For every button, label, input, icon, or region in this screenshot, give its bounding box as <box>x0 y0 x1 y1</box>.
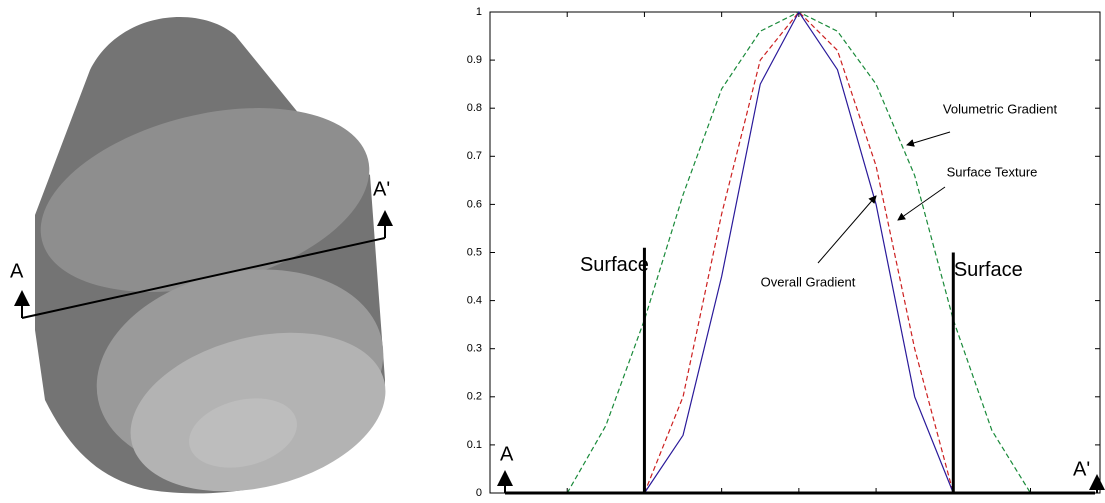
y-tick-label: 0.8 <box>467 102 482 114</box>
shape-spot <box>189 398 297 468</box>
annotation-arrow <box>897 186 946 221</box>
rendered-shape: A A' <box>10 17 393 494</box>
shape-cap <box>40 108 370 292</box>
annotation-arrow <box>906 131 951 147</box>
y-tick-label: 0.1 <box>467 439 482 451</box>
annotation: Volumetric Gradient <box>943 101 1058 116</box>
surface-label: Surface <box>580 254 649 276</box>
section-start-label: A <box>10 260 24 282</box>
section-start-label: A <box>500 443 514 465</box>
line-series <box>566 11 1032 494</box>
section-end-label: A' <box>373 178 390 200</box>
y-tick-label: 0.6 <box>467 198 482 210</box>
y-tick-label: 0.2 <box>467 391 482 403</box>
annotation-arrow <box>817 195 877 264</box>
section-end-label: A' <box>1073 458 1090 480</box>
y-tick-label: 0.7 <box>467 150 482 162</box>
y-tick-label: 1 <box>476 6 482 18</box>
surface-label: Surface <box>954 259 1023 281</box>
y-tick-label: 0.9 <box>467 54 482 66</box>
y-tick-label: 0.5 <box>467 246 482 258</box>
line-series <box>643 10 954 494</box>
line-series <box>643 11 954 494</box>
annotation: Overall Gradient <box>761 274 856 289</box>
plot-frame <box>489 11 1101 494</box>
annotation: Surface Texture <box>947 164 1038 179</box>
section-line <box>21 237 386 319</box>
y-tick-label: 0.4 <box>467 295 482 307</box>
y-tick-label: 0.3 <box>467 343 482 355</box>
y-tick-label: 0 <box>476 487 482 499</box>
